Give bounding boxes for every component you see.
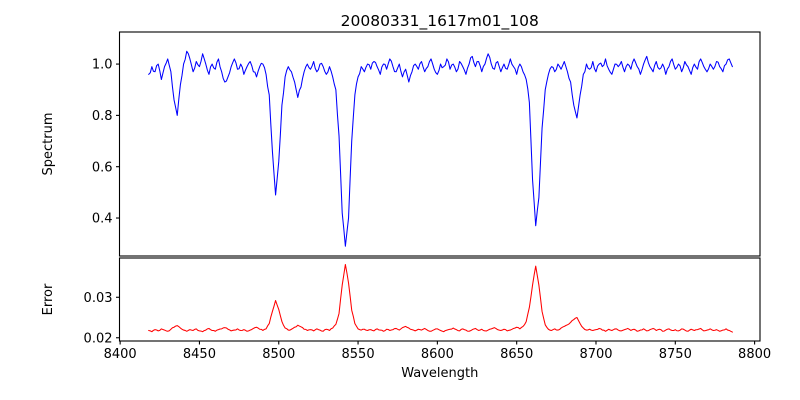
spectrum-y-ticklabel: 0.4: [92, 212, 113, 227]
spectrum-y-ticklabel: 0.8: [92, 109, 113, 124]
spectrum-y-axis-label: Spectrum: [41, 113, 56, 176]
panel-spectrum: 0.4 0.6 0.8 1.0 Spectrum: [41, 31, 761, 257]
x-ticklabel: 8400: [104, 347, 137, 362]
x-ticklabel: 8800: [738, 347, 771, 362]
error-axes-frame: [118, 257, 761, 342]
x-axis-ticks: 8400 8450 8500 8550 8600 8650 8700 8750 8800: [104, 341, 771, 362]
x-ticklabel: 8450: [183, 347, 216, 362]
error-plot-area: [148, 263, 733, 333]
x-ticklabel: 8750: [659, 347, 692, 362]
x-ticklabel: 8650: [500, 347, 533, 362]
x-ticklabel: 8600: [421, 347, 454, 362]
error-y-ticklabel: 0.03: [84, 291, 113, 306]
panel-error: 0.02 0.03 8400 8450 8500 8550 8600 8650 8700 875…: [41, 257, 771, 381]
spectrum-y-ticklabel: 1.0: [92, 58, 113, 73]
error-y-ticklabel: 0.02: [84, 331, 113, 346]
spectrum-y-ticklabel: 0.6: [92, 160, 113, 175]
x-axis-label: Wavelength: [401, 366, 478, 381]
spectrum-axes-frame: [118, 31, 761, 257]
x-ticklabel: 8550: [342, 347, 375, 362]
figure-title: 20080331_1617m01_108: [341, 12, 539, 31]
x-ticklabel: 8700: [579, 347, 612, 362]
data-series-spectrum: [148, 50, 733, 247]
spectrum-y-ticks: 0.4 0.6 0.8 1.0: [92, 58, 120, 227]
x-ticklabel: 8500: [262, 347, 295, 362]
error-y-axis-label: Error: [41, 283, 56, 315]
data-series-error: [148, 263, 733, 333]
error-y-ticks: 0.02 0.03: [84, 291, 120, 346]
spectrum-plot-area: [148, 50, 733, 247]
